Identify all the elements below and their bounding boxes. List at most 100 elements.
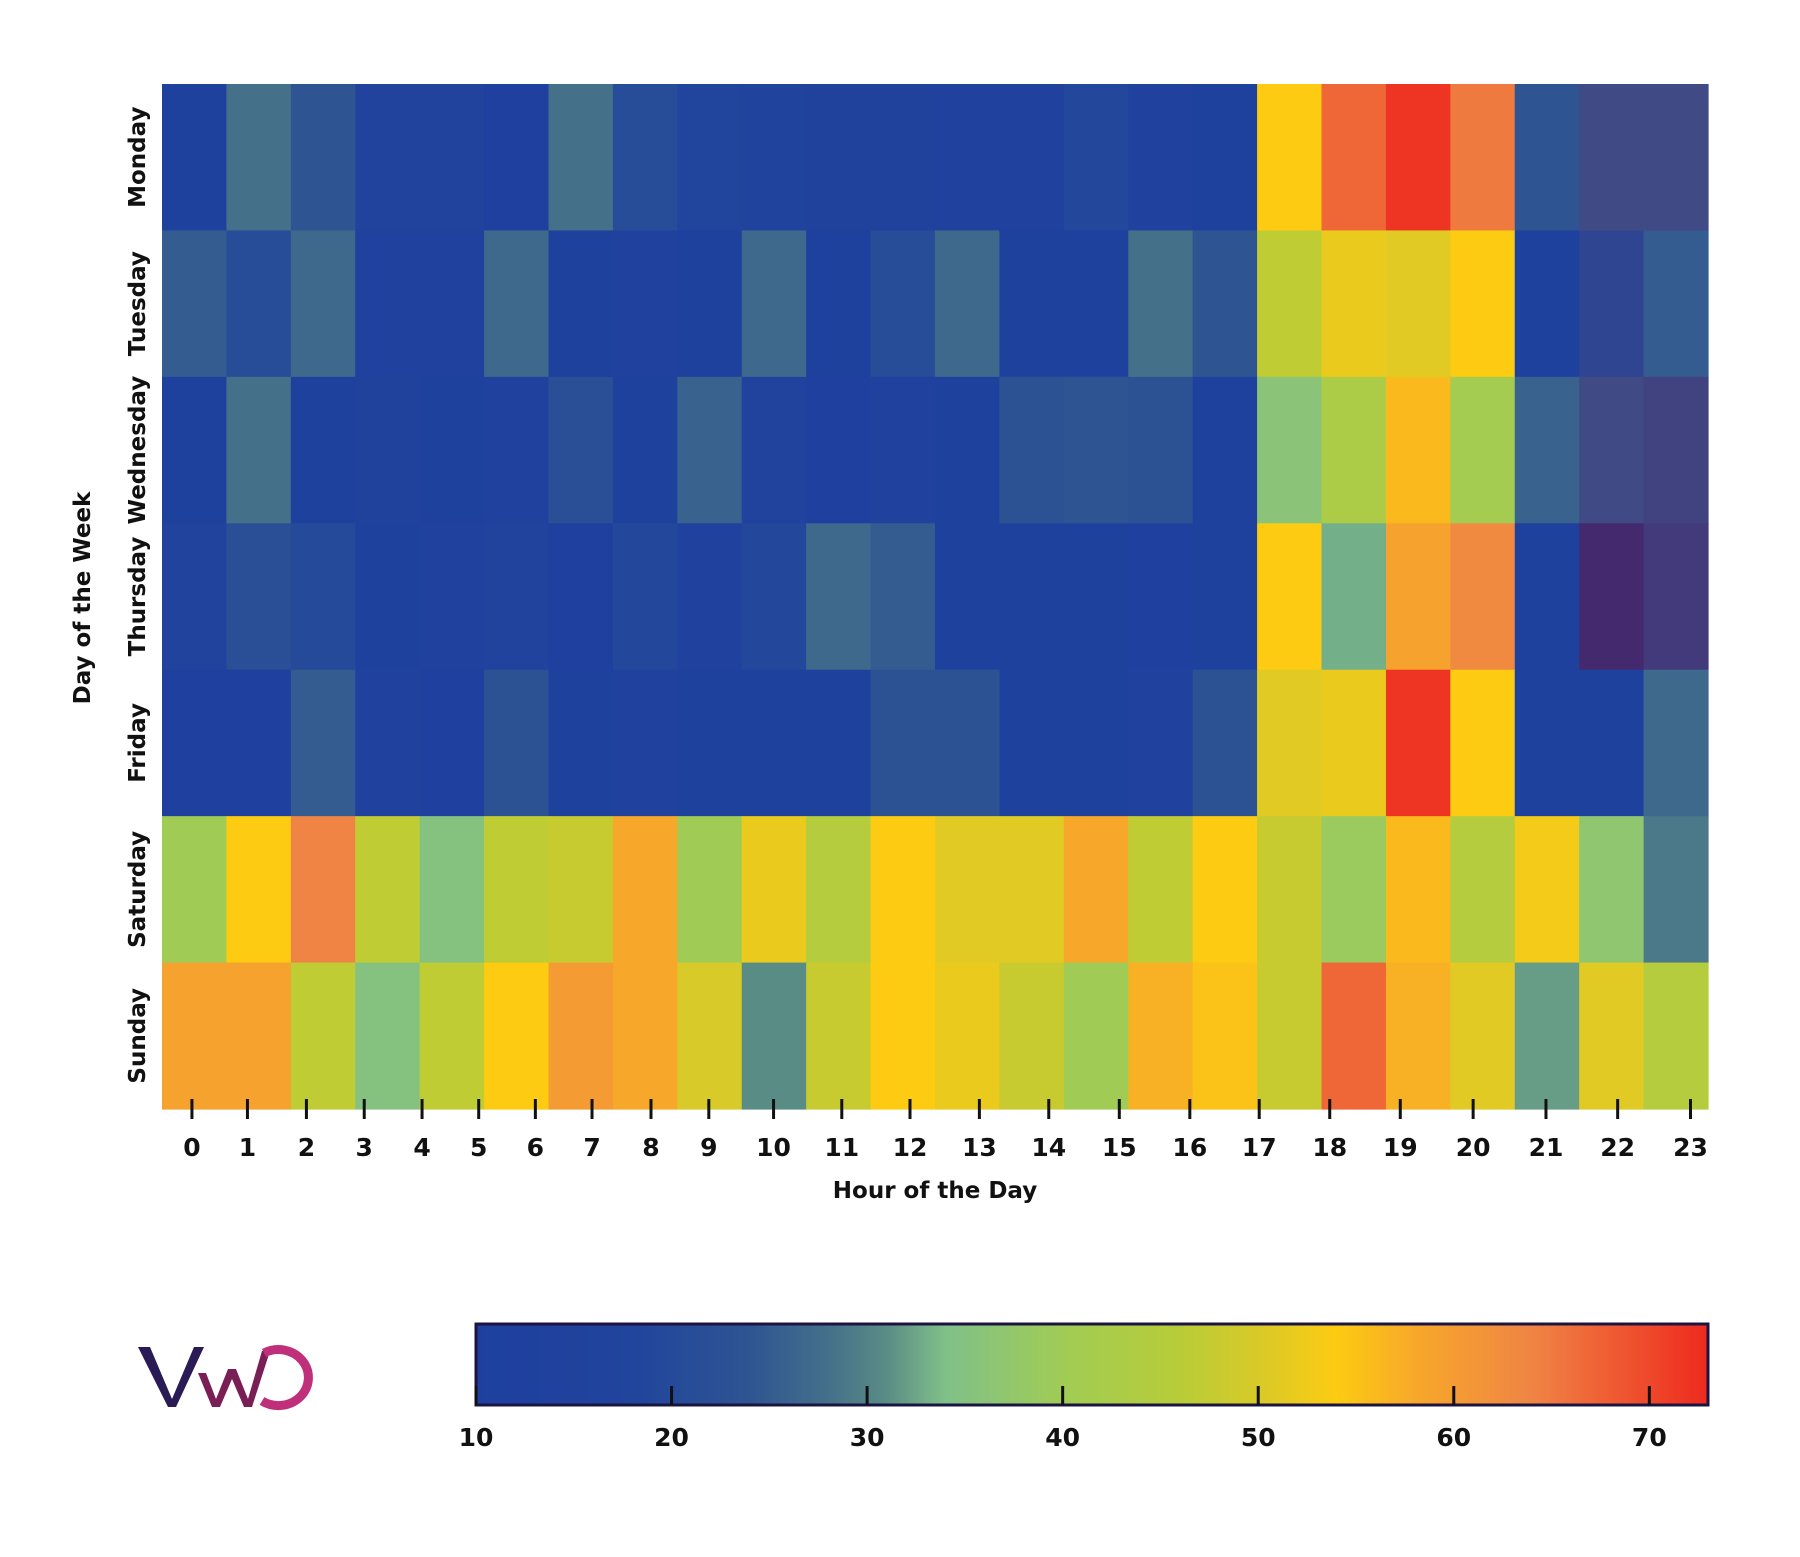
- heatmap-cell: [1128, 962, 1194, 1110]
- heatmap-cell: [290, 816, 356, 964]
- heatmap-cell: [870, 523, 936, 671]
- heatmap-cell: [741, 376, 807, 524]
- x-tick-label: 21: [1529, 1133, 1564, 1162]
- y-tick-label: Friday: [125, 703, 151, 783]
- heatmap-cell: [741, 669, 807, 817]
- heatmap-cell: [741, 523, 807, 671]
- heatmap-cell: [548, 84, 614, 232]
- heatmap-cell: [1643, 962, 1709, 1110]
- heatmap-cell: [1514, 230, 1580, 378]
- heatmap-cell: [677, 376, 743, 524]
- heatmap-cell: [419, 962, 485, 1110]
- heatmap-cell: [999, 376, 1065, 524]
- heatmap-cell: [612, 669, 678, 817]
- heatmap-cell: [1128, 523, 1194, 671]
- colorbar-tick-label: 30: [850, 1423, 885, 1452]
- heatmap-cell: [355, 376, 421, 524]
- x-tick-label: 11: [824, 1133, 859, 1162]
- heatmap-cell: [1321, 376, 1387, 524]
- heatmap-cell: [1257, 962, 1323, 1110]
- heatmap-cell: [1063, 376, 1129, 524]
- heatmap-cell: [677, 816, 743, 964]
- x-tick-label: 9: [700, 1133, 717, 1162]
- colorbar-tick-label: 50: [1241, 1423, 1276, 1452]
- heatmap-cell: [1385, 962, 1451, 1110]
- y-tick-label: Wednesday: [125, 376, 151, 525]
- heatmap-cell: [484, 376, 550, 524]
- heatmap-cell: [1192, 523, 1258, 671]
- heatmap-cell: [1321, 816, 1387, 964]
- heatmap-cell: [548, 962, 614, 1110]
- heatmap-cell: [870, 669, 936, 817]
- heatmap-cell: [1192, 376, 1258, 524]
- y-tick-labels: Monday Tuesday Wednesday Thursday Friday Satu…: [125, 107, 151, 1084]
- heatmap-cell: [484, 962, 550, 1110]
- heatmap-cell: [226, 523, 292, 671]
- heatmap-cell: [1321, 84, 1387, 232]
- heatmap-cell: [484, 523, 550, 671]
- colorbar-tick-label: 40: [1045, 1423, 1080, 1452]
- heatmap-cell: [1514, 669, 1580, 817]
- heatmap-cell: [1450, 523, 1516, 671]
- heatmap-cell: [741, 84, 807, 232]
- heatmap-cell: [806, 669, 872, 817]
- x-tick-label: 5: [470, 1133, 487, 1162]
- heatmap-cell: [419, 816, 485, 964]
- x-tick-label: 15: [1102, 1133, 1137, 1162]
- heatmap-cell: [1192, 962, 1258, 1110]
- y-tick-label: Monday: [125, 107, 151, 208]
- x-tick-label: 7: [583, 1133, 600, 1162]
- heatmap-cell: [870, 376, 936, 524]
- heatmap-cell: [999, 669, 1065, 817]
- heatmap-cell: [1321, 962, 1387, 1110]
- heatmap-cell: [1128, 84, 1194, 232]
- heatmap-cell: [612, 523, 678, 671]
- heatmap-cell: [741, 962, 807, 1110]
- x-tick-label: 16: [1172, 1133, 1207, 1162]
- heatmap-cell: [226, 376, 292, 524]
- heatmap-cell: [999, 962, 1065, 1110]
- heatmap-cell: [548, 376, 614, 524]
- heatmap-cell: [1385, 523, 1451, 671]
- heatmap-cell: [999, 84, 1065, 232]
- colorbar-ticks: 10 20 30 40 50 60 70: [459, 1386, 1667, 1452]
- heatmap-cell: [1257, 376, 1323, 524]
- x-tick-label: 18: [1312, 1133, 1347, 1162]
- x-tick-label: 13: [962, 1133, 997, 1162]
- x-tick-label: 12: [893, 1133, 928, 1162]
- heatmap-cell: [162, 669, 228, 817]
- heatmap-cell: [1192, 230, 1258, 378]
- heatmap-cell: [162, 816, 228, 964]
- heatmap-cell: [677, 230, 743, 378]
- heatmap-cell: [1128, 230, 1194, 378]
- heatmap-cell: [226, 962, 292, 1110]
- heatmap-cell: [1257, 669, 1323, 817]
- heatmap-cell: [1063, 669, 1129, 817]
- heatmap-cell: [355, 523, 421, 671]
- x-tick-label: 20: [1456, 1133, 1491, 1162]
- heatmap-cell: [999, 230, 1065, 378]
- heatmap-cell: [419, 669, 485, 817]
- heatmap-cell: [226, 230, 292, 378]
- heatmap-cell: [1257, 523, 1323, 671]
- x-tick-label: 14: [1031, 1133, 1066, 1162]
- x-tick-label: 10: [756, 1133, 791, 1162]
- heatmap-cell: [1579, 669, 1645, 817]
- heatmap-cell: [1063, 523, 1129, 671]
- heatmap-cell: [935, 669, 1001, 817]
- heatmap-cell: [1192, 669, 1258, 817]
- heatmap-cell: [1514, 376, 1580, 524]
- y-tick-label: Saturday: [125, 831, 151, 948]
- heatmap-cell: [935, 816, 1001, 964]
- heatmap-cell: [290, 84, 356, 232]
- heatmap-cell: [870, 962, 936, 1110]
- heatmap-cell: [484, 84, 550, 232]
- colorbar-tick-label: 60: [1436, 1423, 1471, 1452]
- logo-v: [138, 1347, 204, 1407]
- heatmap-cell: [290, 669, 356, 817]
- x-tick-label: 1: [239, 1133, 256, 1162]
- heatmap-cell: [999, 816, 1065, 964]
- heatmap-cell: [419, 84, 485, 232]
- heatmap-cell: [1514, 816, 1580, 964]
